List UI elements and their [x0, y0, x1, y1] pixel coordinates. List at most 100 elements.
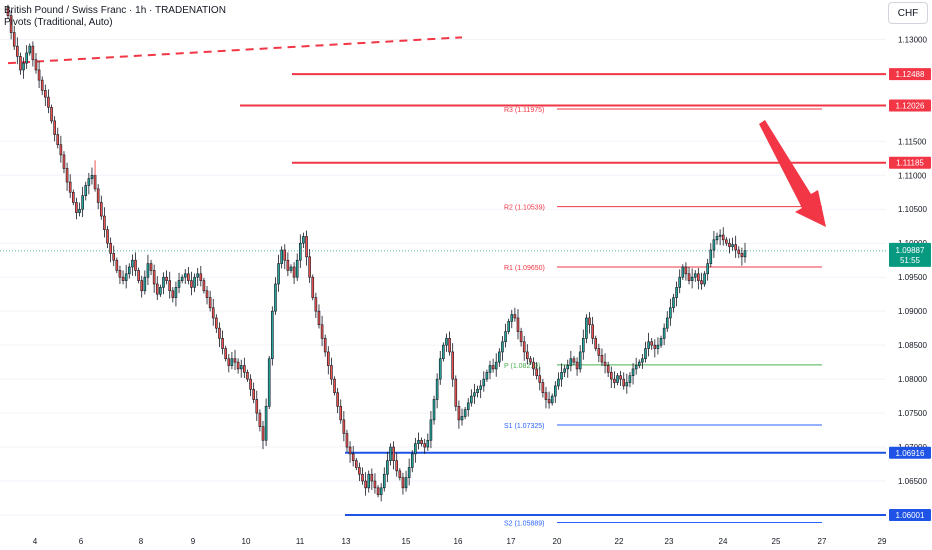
candle [339, 399, 343, 424]
candle-body-down [336, 392, 339, 407]
candle [47, 89, 50, 114]
level-badge [889, 446, 931, 459]
candle [725, 237, 728, 246]
candle [243, 357, 246, 379]
candle-body-down [205, 290, 209, 298]
candle [152, 264, 156, 293]
candle [224, 345, 227, 362]
candle-body-up [731, 244, 734, 247]
candle [498, 348, 501, 367]
candle [650, 338, 654, 350]
candle [410, 450, 414, 473]
candle-body-up [473, 392, 476, 397]
level-badge-label: 1.12026 [896, 102, 925, 111]
candle-body-down [622, 378, 626, 387]
candle [625, 373, 629, 394]
candle-body-down [526, 351, 529, 360]
candle [75, 197, 78, 220]
candle-body-up [25, 52, 28, 64]
x-tick-label: 22 [615, 537, 624, 546]
candle-body-down [358, 467, 361, 475]
candle-body-up [438, 358, 442, 380]
candle [90, 167, 94, 185]
indicator-title[interactable]: Pivots (Traditional, Auto) [4, 17, 113, 28]
candle-body-down [737, 249, 741, 254]
candle [208, 290, 212, 312]
candle [121, 270, 125, 285]
candle-body-up [386, 460, 389, 475]
x-tick-label: 27 [818, 537, 827, 546]
candle [392, 441, 395, 470]
candle-body-down [165, 276, 168, 281]
candle [721, 227, 725, 246]
candle-body-down [53, 120, 56, 135]
candle-body-up [22, 62, 25, 71]
level-badge [889, 68, 931, 81]
candle [267, 356, 271, 410]
candle [709, 243, 713, 268]
time-axis[interactable]: 4 6 8 9 10 11 13 15 16 17 20 22 23 24 25 27 29 [33, 537, 887, 546]
candle [59, 135, 63, 163]
candle [445, 333, 448, 352]
candle-body-down [457, 405, 461, 421]
candle [684, 262, 688, 281]
candle-body-down [516, 317, 520, 332]
candle-body-up [382, 473, 386, 489]
candle [578, 345, 582, 373]
candle [659, 335, 663, 348]
candle-body-up [718, 234, 722, 237]
currency-button[interactable]: CHF [888, 2, 928, 24]
candle-body-down [734, 244, 737, 251]
candle [317, 304, 321, 329]
level-badge-label: 1.06001 [896, 511, 925, 520]
candle [743, 242, 747, 263]
candle-body-up [183, 273, 187, 278]
candle-body-up [715, 236, 719, 241]
candle [662, 323, 666, 346]
candle-body-down [451, 351, 454, 380]
candle [22, 57, 25, 79]
candle [302, 232, 305, 248]
candle [398, 468, 402, 481]
candle-body-down [535, 368, 538, 377]
symbol-title[interactable]: British Pound / Swiss Franc · 1h · TRADE… [4, 5, 226, 16]
candle-body-down [339, 405, 343, 421]
candle-body-down [600, 355, 604, 363]
countdown-label: 51:55 [900, 256, 921, 265]
candle [414, 437, 417, 463]
candle [199, 265, 203, 287]
candle-body-up [709, 249, 713, 264]
candle [308, 248, 311, 283]
x-tick-label: 13 [342, 537, 351, 546]
candle-body-down [311, 276, 315, 298]
candle-body-down [650, 341, 654, 346]
candle [373, 473, 377, 494]
candle [541, 378, 545, 398]
candle-body-down [221, 338, 224, 349]
candle-body-up [302, 236, 305, 244]
candle [379, 483, 383, 502]
x-tick-label: 20 [553, 537, 562, 546]
candle-body-up [641, 358, 644, 363]
candle [420, 437, 423, 447]
price-axis[interactable]: 1.130001.115001.110001.105001.100001.095… [889, 35, 931, 521]
candle [53, 116, 56, 142]
candle [404, 470, 408, 492]
candle-body-down [50, 107, 53, 122]
candle-body-up [159, 287, 162, 295]
candle-body-up [665, 317, 669, 329]
candle [305, 230, 308, 266]
candle-body-down [109, 242, 112, 254]
candle [585, 314, 588, 344]
candle [619, 370, 622, 386]
candle-body-up [510, 314, 514, 322]
candle [72, 189, 75, 206]
candle-body-up [693, 273, 697, 278]
candle-body-up [656, 344, 660, 349]
candle-body-up [498, 351, 501, 363]
candle [25, 45, 28, 69]
candle-body-down [134, 259, 137, 271]
x-tick-label: 25 [772, 537, 781, 546]
candle-body-down [12, 32, 16, 47]
